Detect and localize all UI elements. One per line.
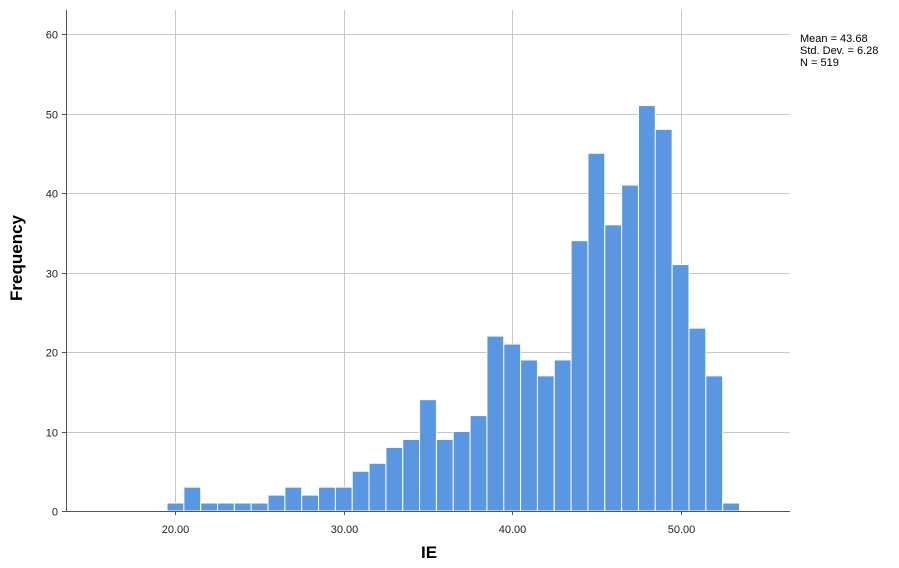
- y-tick-label: 50: [46, 110, 58, 122]
- histogram-bar: [166, 502, 185, 512]
- histogram-bar: [536, 375, 555, 512]
- histogram-bar: [435, 438, 454, 512]
- histogram-bar: [553, 359, 572, 512]
- y-tick-label: 30: [46, 269, 58, 281]
- x-axis-title: IE: [421, 543, 437, 562]
- stats-std-dev: Std. Dev. = 6.28: [800, 45, 878, 57]
- axes: [62, 10, 790, 515]
- histogram-bar: [570, 240, 589, 512]
- y-tick-label: 0: [52, 507, 58, 519]
- histogram-bar: [722, 502, 740, 512]
- histogram-bar: [334, 486, 353, 512]
- histogram-bar: [705, 375, 724, 512]
- histogram-bar: [284, 486, 303, 512]
- tick-labels: 0 10 20 30 40 50 60 20.00 30.00 40.00 50.00: [46, 30, 696, 537]
- histogram-bar: [688, 327, 707, 512]
- histogram-bar: [368, 462, 387, 512]
- y-tick-label: 10: [46, 428, 58, 440]
- histogram-bar: [385, 446, 404, 512]
- x-tick-label: 40.00: [499, 524, 527, 536]
- histogram-bars: [166, 105, 740, 512]
- stats-mean: Mean = 43.68: [800, 33, 868, 45]
- histogram-bar: [233, 502, 252, 512]
- x-tick-label: 20.00: [162, 524, 190, 536]
- x-tick-label: 50.00: [668, 524, 696, 536]
- stats-box: Mean = 43.68 Std. Dev. = 6.28 N = 519: [800, 33, 878, 69]
- histogram-bar: [452, 431, 471, 512]
- histogram-bar: [419, 399, 437, 512]
- y-tick-label: 20: [46, 348, 58, 360]
- histogram-bar: [200, 502, 219, 512]
- histogram-bar: [604, 224, 623, 512]
- y-tick-label: 60: [46, 30, 58, 42]
- stats-n: N = 519: [800, 57, 839, 69]
- histogram-bar: [503, 343, 522, 512]
- histogram-bar: [486, 335, 505, 512]
- histogram-bar: [267, 494, 286, 512]
- histogram-bar: [654, 128, 673, 512]
- histogram-bar: [250, 502, 269, 512]
- histogram-bar: [520, 359, 538, 512]
- histogram-bar: [351, 470, 370, 512]
- histogram-bar: [637, 105, 656, 512]
- histogram-bar: [183, 486, 202, 512]
- histogram-bar: [587, 152, 606, 512]
- histogram-bar: [621, 184, 639, 512]
- histogram-bar: [469, 415, 488, 512]
- y-tick-label: 40: [46, 189, 58, 201]
- histogram-bar: [402, 438, 421, 512]
- histogram-bar: [318, 486, 336, 512]
- histogram-bar: [301, 494, 320, 512]
- histogram-bar: [217, 502, 235, 512]
- histogram-bar: [671, 264, 690, 512]
- x-tick-label: 30.00: [331, 524, 359, 536]
- y-axis-title: Frequency: [7, 214, 26, 301]
